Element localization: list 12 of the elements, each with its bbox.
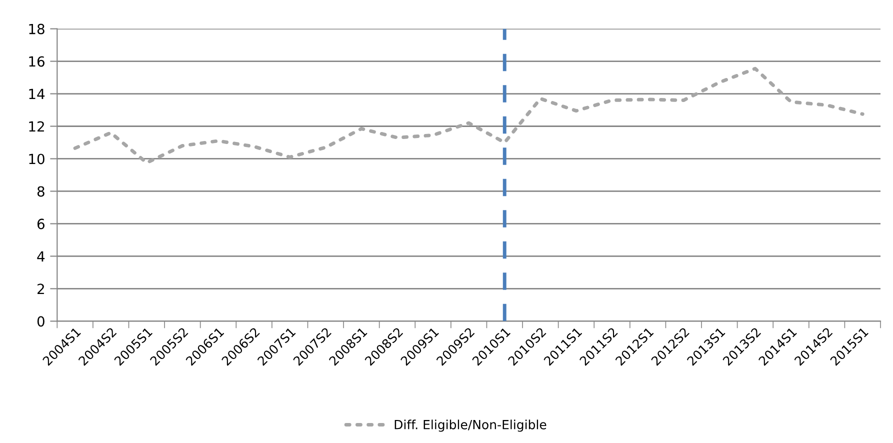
y-tick-label: 0 bbox=[37, 316, 44, 327]
y-tick-label: 10 bbox=[29, 154, 44, 164]
y-tick-label: 4 bbox=[37, 251, 45, 262]
y-tick-label: 14 bbox=[29, 88, 45, 100]
y-tick-label: 16 bbox=[29, 56, 44, 67]
y-tick-label: 6 bbox=[37, 218, 44, 230]
legend-label: Diff. Eligible/Non-Eligible bbox=[394, 420, 546, 432]
y-tick-label: 12 bbox=[29, 121, 44, 132]
line-series bbox=[73, 66, 864, 165]
y-tick-label: 8 bbox=[37, 186, 44, 197]
y-tick-label: 18 bbox=[29, 24, 44, 34]
y-tick-label: 2 bbox=[38, 284, 44, 294]
